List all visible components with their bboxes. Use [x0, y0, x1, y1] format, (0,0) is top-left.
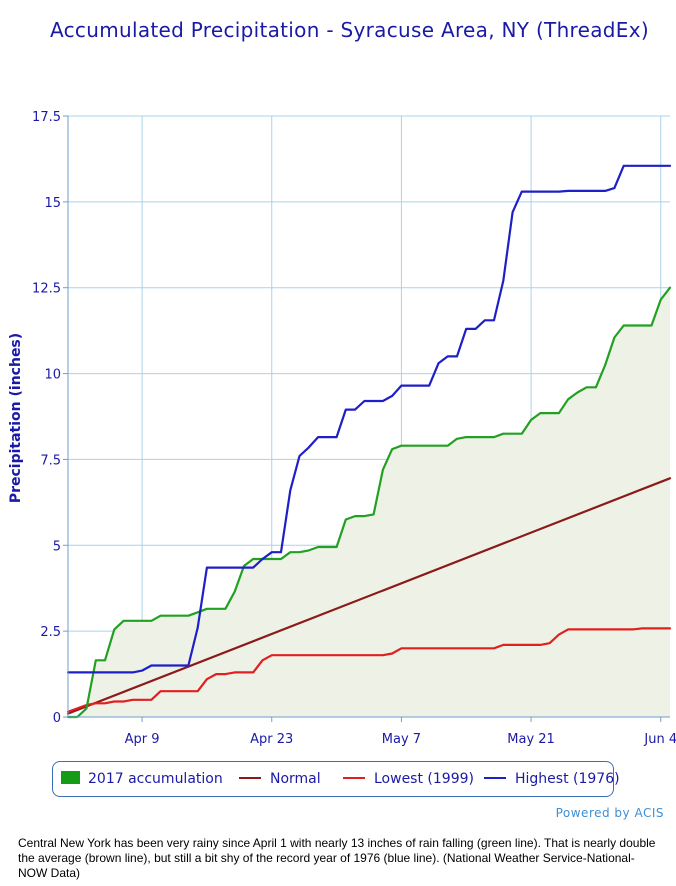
- legend-line: [343, 777, 365, 779]
- powered-by-label: Powered by ACIS: [555, 806, 664, 820]
- legend-swatch: [61, 771, 80, 784]
- y-tick-label: 17.5: [32, 110, 61, 125]
- y-tick-label: 10: [44, 368, 61, 383]
- legend-label: Highest (1976): [515, 771, 620, 787]
- x-tick-label: May 21: [507, 732, 555, 747]
- caption: Central New York has been very rainy sin…: [18, 836, 656, 880]
- series-line-2: [66, 627, 672, 713]
- series-line-0: [66, 286, 672, 719]
- legend-item: Lowest (1999): [343, 771, 474, 787]
- y-tick-label: 5: [53, 539, 61, 554]
- x-tick-label: Apr 9: [125, 732, 160, 747]
- y-axis-label: Precipitation (inches): [8, 333, 24, 503]
- series-area-0: [68, 287, 670, 717]
- legend-label: Lowest (1999): [374, 771, 474, 787]
- legend-line: [484, 777, 506, 779]
- x-tick-label: Apr 23: [250, 732, 293, 747]
- x-tick-label: May 7: [382, 732, 421, 747]
- series-fill: [68, 287, 670, 717]
- legend-item: Normal: [239, 771, 321, 787]
- y-tick-label: 12.5: [32, 282, 61, 297]
- series-lines: [66, 164, 672, 719]
- x-tick-label: Jun 4: [643, 732, 676, 747]
- legend-item: 2017 accumulation: [61, 771, 223, 787]
- precipitation-chart: 0 2.5 5 7.5 10 12.5 15 17.5 Apr 9 Apr 23 May 7 May …: [8, 110, 676, 747]
- series-line-3: [66, 164, 672, 674]
- series-line-1: [66, 477, 672, 715]
- legend: 2017 accumulation Normal Lowest (1999) High…: [52, 761, 620, 797]
- legend-label: Normal: [270, 771, 321, 787]
- legend-line: [239, 777, 261, 779]
- legend-label: 2017 accumulation: [88, 771, 223, 787]
- chart-title: Accumulated Precipitation - Syracuse Are…: [50, 18, 649, 42]
- axes: 0 2.5 5 7.5 10 12.5 15 17.5 Apr 9 Apr 23 May 7 May …: [32, 110, 676, 747]
- y-tick-label: 15: [44, 196, 61, 211]
- y-tick-label: 0: [53, 711, 61, 726]
- legend-item: Highest (1976): [484, 771, 620, 787]
- y-tick-label: 2.5: [40, 625, 61, 640]
- y-tick-label: 7.5: [40, 453, 61, 468]
